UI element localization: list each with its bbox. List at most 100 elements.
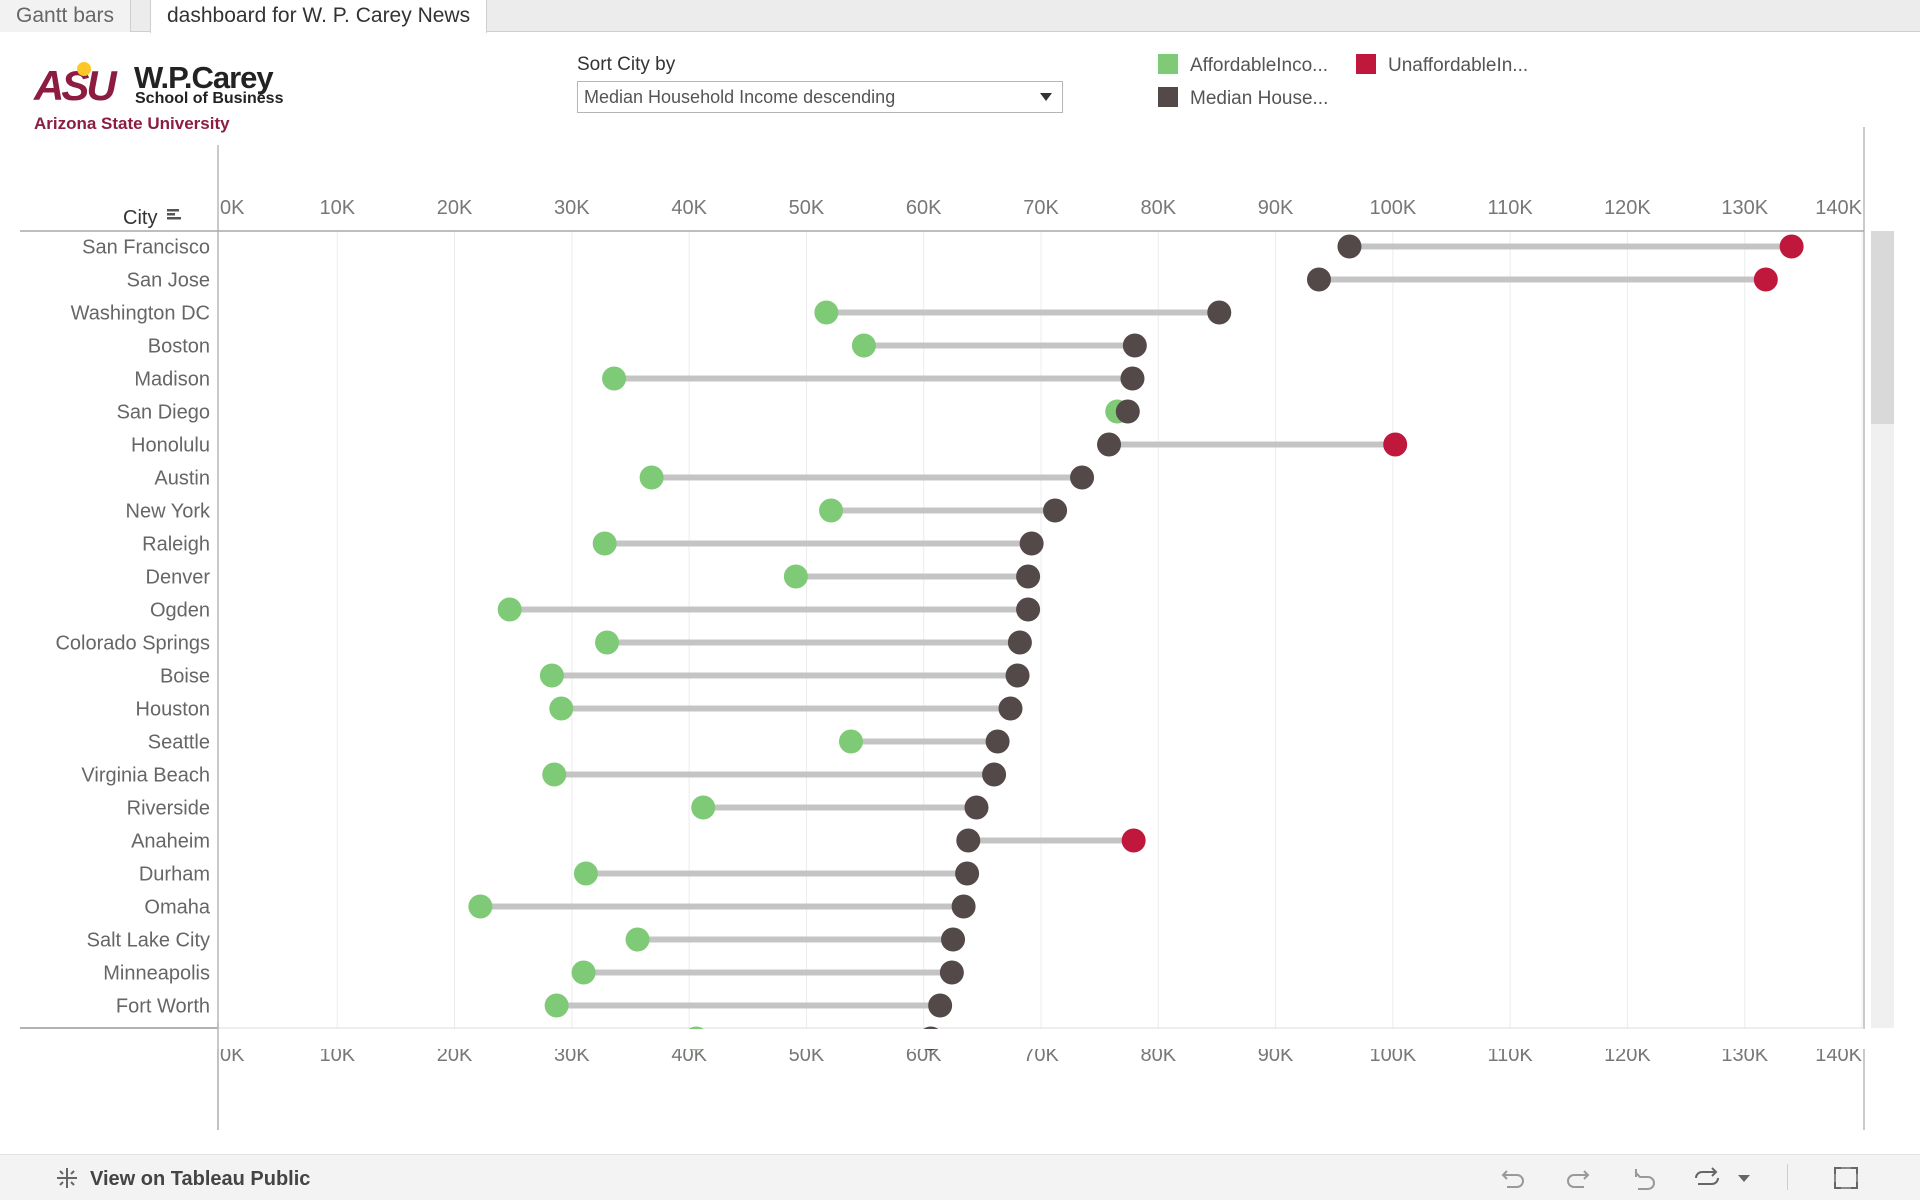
- toolbar-divider: [1787, 1164, 1788, 1190]
- median-income-dot: [982, 762, 1007, 787]
- row-label-city: Omaha: [144, 897, 210, 919]
- x-tick-label-top: 40K: [671, 197, 707, 219]
- median-income-dot: [1122, 333, 1147, 358]
- row-label-city: Denver: [146, 567, 211, 589]
- x-tick-label-bottom: 110K: [1488, 1044, 1534, 1066]
- affordable-income-dot: [814, 300, 839, 325]
- scrollbar-thumb[interactable]: [1871, 231, 1894, 424]
- logo-school-subtitle: School of Business: [135, 90, 284, 107]
- vertical-scrollbar[interactable]: [1871, 231, 1894, 1028]
- legend-swatch-affordable: [1158, 54, 1178, 74]
- affordable-income-dot: [573, 861, 598, 886]
- affordable-income-dot: [691, 795, 716, 820]
- undo-icon[interactable]: [1499, 1165, 1527, 1191]
- affordable-income-dot: [838, 729, 863, 754]
- tab-gantt-bars[interactable]: Gantt bars: [0, 0, 132, 32]
- x-tick-label-bottom: 130K: [1721, 1044, 1768, 1066]
- median-income-dot: [1337, 234, 1362, 259]
- x-tick-label-top: 110K: [1488, 197, 1534, 219]
- sort-icon: [167, 213, 175, 216]
- x-tick-label-top: 140K: [1815, 197, 1862, 219]
- affordable-income-dot: [602, 366, 627, 391]
- legend-item-median[interactable]: Median House...: [1158, 87, 1328, 110]
- row-label-city: San Francisco: [82, 237, 210, 259]
- row-label-city: Fort Worth: [116, 996, 210, 1018]
- redo-icon[interactable]: [1564, 1165, 1592, 1191]
- revert-icon[interactable]: [1630, 1165, 1658, 1191]
- median-income-dot: [998, 696, 1023, 721]
- median-income-dot: [956, 828, 981, 853]
- sun-icon: [77, 62, 91, 76]
- x-tick-label-bottom: 20K: [437, 1044, 473, 1066]
- chevron-down-icon[interactable]: [1040, 93, 1052, 101]
- legend-label-affordable: AffordableInco...: [1190, 55, 1329, 76]
- x-tick-label-bottom: 100K: [1369, 1044, 1416, 1066]
- affordable-income-dot: [639, 465, 664, 490]
- asu-wp-carey-logo: ASU W.P.Carey School of Business Arizona…: [34, 58, 304, 138]
- median-income-dot: [955, 861, 980, 886]
- chevron-down-icon[interactable]: [1734, 1165, 1754, 1191]
- x-tick-label-bottom: 0K: [220, 1044, 245, 1066]
- affordable-income-dot: [539, 663, 564, 688]
- sort-label: Sort City by: [577, 54, 676, 75]
- legend-label-unaffordable: UnaffordableIn...: [1388, 55, 1529, 76]
- x-tick-label-top: 80K: [1140, 197, 1176, 219]
- x-tick-label-top: 60K: [906, 197, 942, 219]
- median-income-dot: [1120, 366, 1145, 391]
- row-label-city: Virginia Beach: [81, 765, 210, 787]
- median-income-dot: [1016, 597, 1041, 622]
- median-income-dot: [1016, 564, 1041, 589]
- row-label-city: Salt Lake City: [87, 930, 210, 952]
- median-income-dot: [1097, 432, 1122, 457]
- affordable-income-dot: [544, 993, 569, 1018]
- row-label-city: Colorado Springs: [55, 633, 210, 655]
- median-income-dot: [1115, 399, 1140, 424]
- x-tick-label-top: 0K: [220, 197, 245, 219]
- median-income-dot: [939, 960, 964, 985]
- median-income-dot: [1070, 465, 1095, 490]
- median-income-dot: [1005, 663, 1030, 688]
- median-income-dot: [951, 894, 976, 919]
- row-label-city: San Jose: [127, 270, 210, 292]
- fullscreen-icon[interactable]: [1832, 1165, 1860, 1191]
- row-label-city: Riverside: [127, 798, 210, 820]
- x-tick-label-top: 120K: [1604, 197, 1651, 219]
- x-tick-label-top: 50K: [789, 197, 825, 219]
- legend-swatch-median: [1158, 87, 1178, 107]
- sort-selected-value: Median Household Income descending: [584, 87, 896, 107]
- legend-item-affordable[interactable]: AffordableInco...: [1158, 54, 1328, 77]
- sort-city-dropdown[interactable]: Median Household Income descending: [577, 81, 1063, 113]
- legend-item-unaffordable[interactable]: UnaffordableIn...: [1356, 54, 1528, 77]
- view-on-tableau-public-label: View on Tableau Public: [90, 1168, 311, 1190]
- affordable-income-dot: [542, 762, 567, 787]
- x-tick-label-top: 70K: [1023, 197, 1059, 219]
- x-tick-label-top: 10K: [319, 197, 355, 219]
- refresh-icon[interactable]: [1690, 1165, 1724, 1191]
- median-income-dot: [1043, 498, 1068, 523]
- x-tick-label-top: 130K: [1721, 197, 1768, 219]
- x-tick-label-bottom: 30K: [554, 1044, 590, 1066]
- tableau-icon: [54, 1165, 80, 1191]
- legend-label-median: Median House...: [1190, 88, 1329, 109]
- row-label-city: New York: [126, 501, 211, 523]
- affordable-income-dot: [783, 564, 808, 589]
- row-label-city: Boise: [160, 666, 210, 688]
- row-label-city: Raleigh: [142, 534, 210, 556]
- legend-swatch-unaffordable: [1356, 54, 1376, 74]
- median-income-dot: [985, 729, 1010, 754]
- x-tick-label-bottom: 140K: [1815, 1044, 1862, 1066]
- median-income-dot: [1019, 531, 1044, 556]
- row-label-city: Madison: [134, 369, 210, 391]
- view-on-tableau-public-button[interactable]: View on Tableau Public: [54, 1165, 310, 1191]
- affordable-income-dot: [625, 927, 650, 952]
- affordable-income-dot: [571, 960, 596, 985]
- dumbbell-chart: 0K0K10K10K20K20K30K30K40K40K50K50K60K60K…: [0, 127, 1920, 1130]
- row-label-city: Austin: [154, 468, 210, 490]
- affordable-income-dot: [592, 531, 617, 556]
- scroll-crop-mask: [0, 1029, 1920, 1049]
- row-label-city: Houston: [136, 699, 211, 721]
- x-tick-label-bottom: 70K: [1023, 1044, 1059, 1066]
- tab-dashboard[interactable]: dashboard for W. P. Carey News: [150, 0, 488, 33]
- row-label-city: San Diego: [117, 402, 210, 424]
- row-label-city: Boston: [148, 336, 210, 358]
